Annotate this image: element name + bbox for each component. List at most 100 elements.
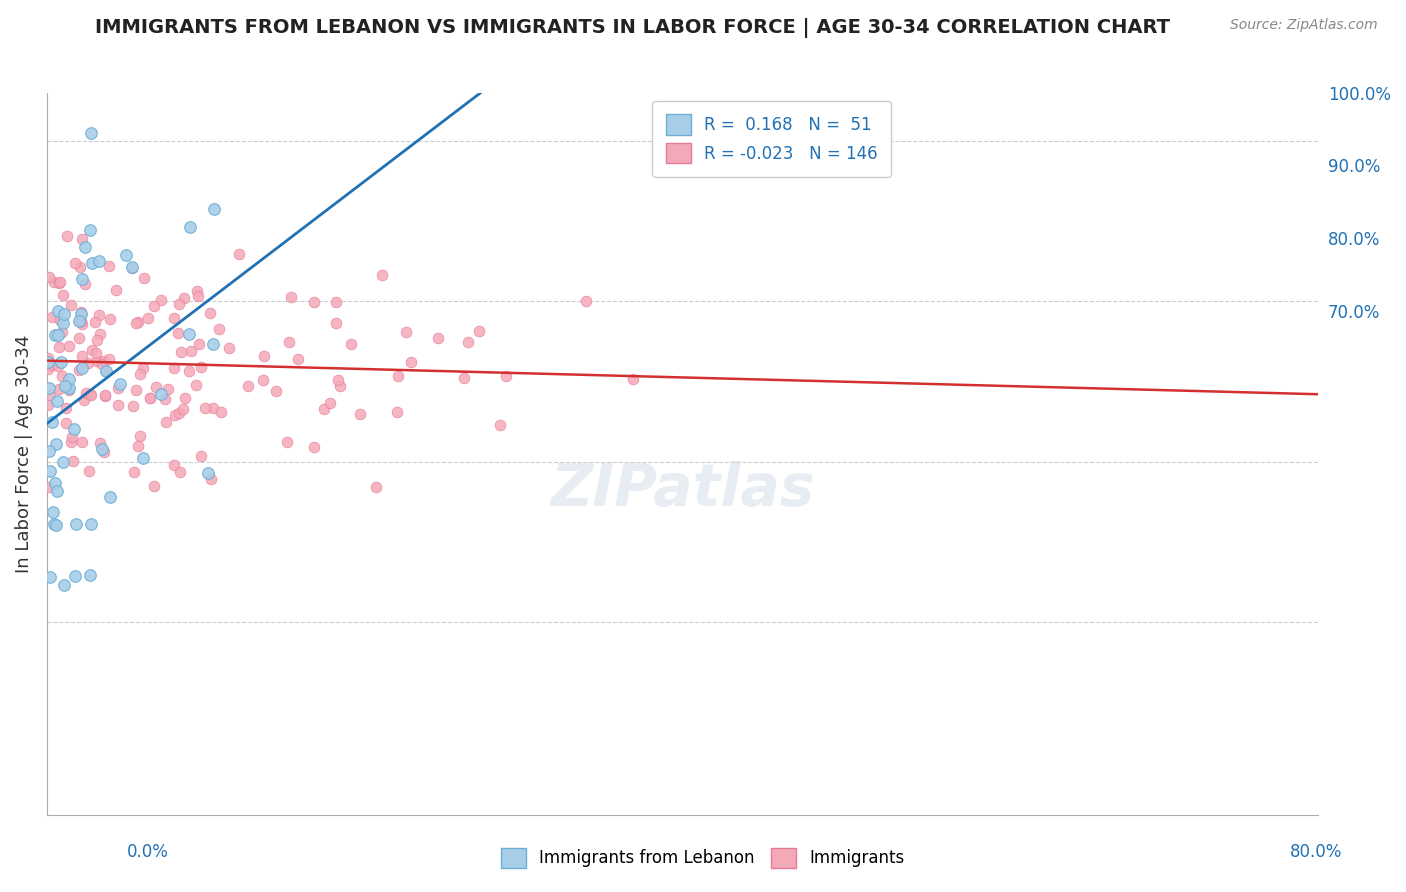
Point bbox=[84, 345, 107, 359]
Point bbox=[79, 386, 101, 401]
Point bbox=[201, 401, 224, 415]
Point bbox=[202, 336, 225, 351]
Point bbox=[122, 399, 145, 413]
Point bbox=[187, 337, 209, 351]
Point bbox=[238, 379, 260, 393]
Point bbox=[94, 364, 117, 378]
Point bbox=[41, 359, 63, 373]
Point bbox=[167, 406, 190, 420]
Text: 0.0%: 0.0% bbox=[127, 843, 169, 861]
Point bbox=[69, 260, 91, 274]
Point bbox=[42, 516, 65, 531]
Point bbox=[143, 479, 166, 493]
Point bbox=[207, 322, 229, 336]
Point bbox=[187, 289, 209, 303]
Point bbox=[69, 312, 91, 326]
Point bbox=[44, 328, 66, 343]
Point bbox=[364, 480, 387, 494]
Point bbox=[172, 402, 194, 417]
Point bbox=[38, 443, 60, 458]
Point bbox=[49, 313, 72, 327]
Point bbox=[190, 360, 212, 375]
Point bbox=[58, 372, 80, 386]
Point bbox=[228, 247, 250, 261]
Point bbox=[48, 340, 70, 354]
Point bbox=[58, 383, 80, 397]
Point bbox=[194, 401, 217, 415]
Point bbox=[325, 316, 347, 330]
Point bbox=[276, 435, 298, 450]
Point bbox=[100, 311, 122, 326]
Point bbox=[209, 405, 232, 419]
Point bbox=[179, 219, 201, 234]
Point bbox=[121, 260, 143, 274]
Legend: R =  0.168   N =  51, R = -0.023   N = 146: R = 0.168 N = 51, R = -0.023 N = 146 bbox=[652, 101, 891, 177]
Point bbox=[163, 311, 186, 326]
Point bbox=[86, 333, 108, 347]
Point bbox=[55, 416, 77, 430]
Point bbox=[218, 341, 240, 355]
Point bbox=[302, 440, 325, 454]
Point bbox=[53, 578, 76, 592]
Point bbox=[73, 277, 96, 291]
Point bbox=[128, 367, 150, 381]
Point bbox=[155, 392, 177, 406]
Point bbox=[70, 434, 93, 449]
Point bbox=[70, 317, 93, 331]
Point bbox=[72, 349, 94, 363]
Point bbox=[80, 388, 103, 402]
Point bbox=[69, 314, 91, 328]
Text: IMMIGRANTS FROM LEBANON VS IMMIGRANTS IN LABOR FORCE | AGE 30-34 CORRELATION CHA: IMMIGRANTS FROM LEBANON VS IMMIGRANTS IN… bbox=[96, 18, 1170, 37]
Point bbox=[38, 480, 60, 494]
Point bbox=[174, 391, 197, 405]
Point bbox=[287, 352, 309, 367]
Point bbox=[67, 363, 90, 377]
Point bbox=[80, 256, 103, 270]
Point bbox=[89, 308, 111, 322]
Point bbox=[325, 295, 347, 310]
Legend: Immigrants from Lebanon, Immigrants: Immigrants from Lebanon, Immigrants bbox=[495, 841, 911, 875]
Point bbox=[302, 295, 325, 310]
Point bbox=[107, 398, 129, 412]
Point bbox=[67, 331, 90, 345]
Point bbox=[42, 505, 65, 519]
Point bbox=[51, 326, 73, 340]
Point bbox=[339, 336, 361, 351]
Text: Source: ZipAtlas.com: Source: ZipAtlas.com bbox=[1230, 18, 1378, 32]
Point bbox=[45, 518, 67, 533]
Point bbox=[56, 229, 79, 244]
Point bbox=[136, 310, 159, 325]
Point bbox=[75, 386, 97, 401]
Point bbox=[150, 387, 173, 401]
Point bbox=[84, 315, 107, 329]
Point bbox=[37, 354, 59, 368]
Point bbox=[495, 369, 517, 384]
Point bbox=[110, 377, 132, 392]
Point bbox=[145, 380, 167, 394]
Point bbox=[170, 344, 193, 359]
Point bbox=[200, 472, 222, 486]
Point bbox=[72, 272, 94, 286]
Point bbox=[42, 276, 65, 290]
Point bbox=[52, 455, 75, 469]
Point bbox=[107, 381, 129, 395]
Point bbox=[155, 415, 177, 429]
Point bbox=[70, 314, 93, 328]
Point bbox=[70, 304, 93, 318]
Point bbox=[70, 231, 93, 245]
Point bbox=[37, 361, 59, 376]
Point bbox=[186, 284, 208, 298]
Point bbox=[94, 389, 117, 403]
Point bbox=[45, 484, 67, 499]
Point bbox=[46, 359, 69, 373]
Point bbox=[41, 310, 63, 324]
Point bbox=[70, 307, 93, 321]
Point bbox=[59, 298, 82, 312]
Point bbox=[125, 316, 148, 330]
Point bbox=[371, 268, 394, 283]
Point bbox=[128, 429, 150, 443]
Point bbox=[51, 354, 73, 368]
Point bbox=[62, 454, 84, 468]
Point bbox=[104, 283, 127, 297]
Point bbox=[394, 325, 416, 339]
